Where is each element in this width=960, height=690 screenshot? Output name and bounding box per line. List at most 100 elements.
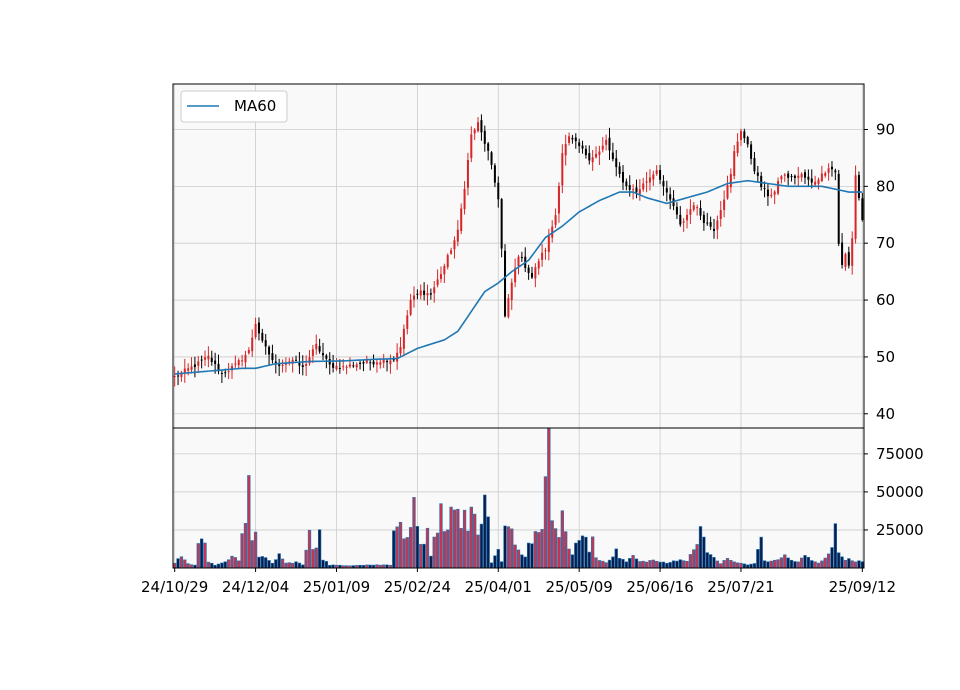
candle-body [854,175,857,239]
candle-body [453,240,456,250]
volume-bar [773,559,777,569]
candle-body [271,353,274,361]
volume-bar [223,561,227,569]
candle-body [517,256,520,267]
candle-body [675,206,678,215]
candle-body [477,122,480,132]
volume-bar [226,559,231,569]
candle-body [702,214,705,223]
candle-body [804,172,807,178]
volume-bar [574,542,578,569]
x-tick-label: 25/01/09 [303,578,370,596]
volume-bar [779,557,784,569]
volume-bar [435,532,440,569]
candle-body [726,184,729,199]
candle-body [288,361,291,363]
candle-body [743,131,746,139]
candle-body [753,158,756,172]
volume-bar [553,528,558,569]
volume-bar [506,526,511,569]
volume-bar [419,544,423,569]
volume-bar [442,531,446,569]
volume-panel-frame [172,427,865,569]
volume-bar [715,560,720,569]
volume-bar [523,556,527,569]
candle-body [278,364,281,366]
candle-body [729,173,732,188]
candle-body [756,172,759,176]
volume-bar [314,547,318,569]
volume-bar [274,559,278,569]
volume-bar [496,549,500,569]
candle-body [433,287,436,294]
volume-bar [486,516,490,569]
candle-body [601,145,604,150]
x-tick-label: 25/02/24 [384,578,451,596]
candle-body [254,323,257,338]
volume-bar [216,563,221,569]
volume-bar [584,536,588,569]
candle-body [204,357,207,360]
volume-bar [594,557,598,569]
volume-bar [783,554,787,569]
candle-body [797,175,800,178]
candle-body [773,191,776,195]
candle-body [608,137,611,151]
candle-body [514,267,517,283]
volume-bar [591,536,595,569]
volume-bar [459,528,463,569]
volume-bar [570,554,575,569]
volume-bar [776,559,780,569]
volume-bar [722,560,726,569]
candle-body [574,137,577,142]
volume-bar [533,531,538,569]
volume-bar [247,475,251,569]
volume-bar [547,428,551,569]
x-tick-label: 25/05/09 [545,578,612,596]
candle-body [746,137,749,145]
volume-bar [176,558,180,569]
volume-bar [526,542,531,569]
candle-body [284,362,287,365]
volume-bar [452,509,457,569]
volume-bar [456,508,460,569]
volume-bar [601,560,605,569]
volume-bar [810,560,814,569]
candle-body [460,208,463,232]
volume-bar [756,549,760,569]
volume-bar [665,562,669,569]
volume-bar [671,560,676,569]
candle-body [655,170,658,174]
volume-bar [813,561,817,569]
candle-body [359,362,362,364]
volume-bar [729,560,733,569]
volume-bar [735,562,740,569]
candle-body [571,137,574,140]
candle-body [224,372,227,374]
candle-body [379,362,382,365]
candle-body [621,171,625,183]
volume-bar [173,562,177,569]
candle-body [500,199,503,249]
candle-body [443,266,446,275]
candle-body [183,368,186,373]
ma60-series [174,179,863,375]
candle-body [827,168,830,173]
candle-body [487,143,490,151]
candle-body [504,250,507,317]
candle-body [281,364,284,366]
volume-bar [446,529,450,569]
candle-body [568,136,571,143]
candle-body [426,293,429,296]
volume-bar [277,553,281,569]
price-tick-label: 60 [876,291,895,309]
candle-body [783,174,786,176]
candle-body [591,157,594,163]
volume-bar [678,559,682,569]
candle-body [750,144,753,159]
candle-body [200,359,203,361]
volume-bar [422,543,426,569]
volume-bar [769,560,773,569]
volume-bar [820,560,824,569]
volume-bar [823,557,827,569]
